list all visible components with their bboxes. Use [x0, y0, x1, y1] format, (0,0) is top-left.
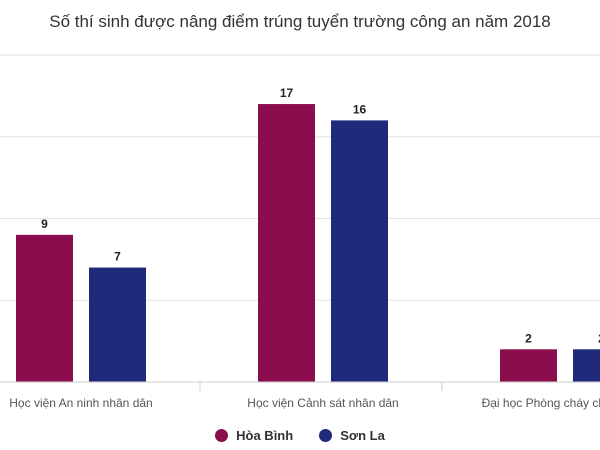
data-label: 9 — [41, 217, 48, 231]
legend-item-son-la[interactable]: Sơn La — [319, 428, 385, 443]
data-label: 2 — [525, 331, 532, 345]
bar-hoa-binh[interactable] — [16, 234, 73, 382]
x-tick-label: Học viện Cảnh sát nhân dân — [247, 396, 398, 410]
bar-hoa-binh[interactable] — [500, 349, 557, 382]
legend: Hòa Bình Sơn La — [0, 428, 600, 443]
chart-title: Số thí sinh được nâng điểm trúng tuyển t… — [49, 12, 551, 31]
data-labels: 9 7 17 16 2 2 — [41, 86, 600, 345]
data-label: 2 — [598, 331, 600, 345]
legend-label-son-la: Sơn La — [340, 428, 385, 443]
x-axis: Học viện An ninh nhân dân Học viện Cảnh s… — [0, 381, 600, 410]
x-tick-label: Học viện An ninh nhân dân — [9, 396, 152, 410]
bar-son-la[interactable] — [573, 349, 600, 382]
data-label: 17 — [280, 86, 294, 100]
legend-marker-hoa-binh — [215, 429, 229, 442]
legend-marker-son-la — [319, 429, 333, 442]
data-label: 16 — [353, 102, 367, 116]
bars — [16, 104, 600, 383]
bar-hoa-binh[interactable] — [258, 104, 315, 383]
legend-label-hoa-binh: Hòa Bình — [236, 428, 294, 443]
bar-son-la[interactable] — [331, 120, 388, 383]
data-label: 7 — [114, 250, 121, 264]
legend-item-hoa-binh[interactable]: Hòa Bình — [215, 428, 293, 443]
bar-son-la[interactable] — [89, 267, 146, 382]
x-tick-label: Đại học Phòng cháy chữa cháy — [482, 396, 600, 410]
